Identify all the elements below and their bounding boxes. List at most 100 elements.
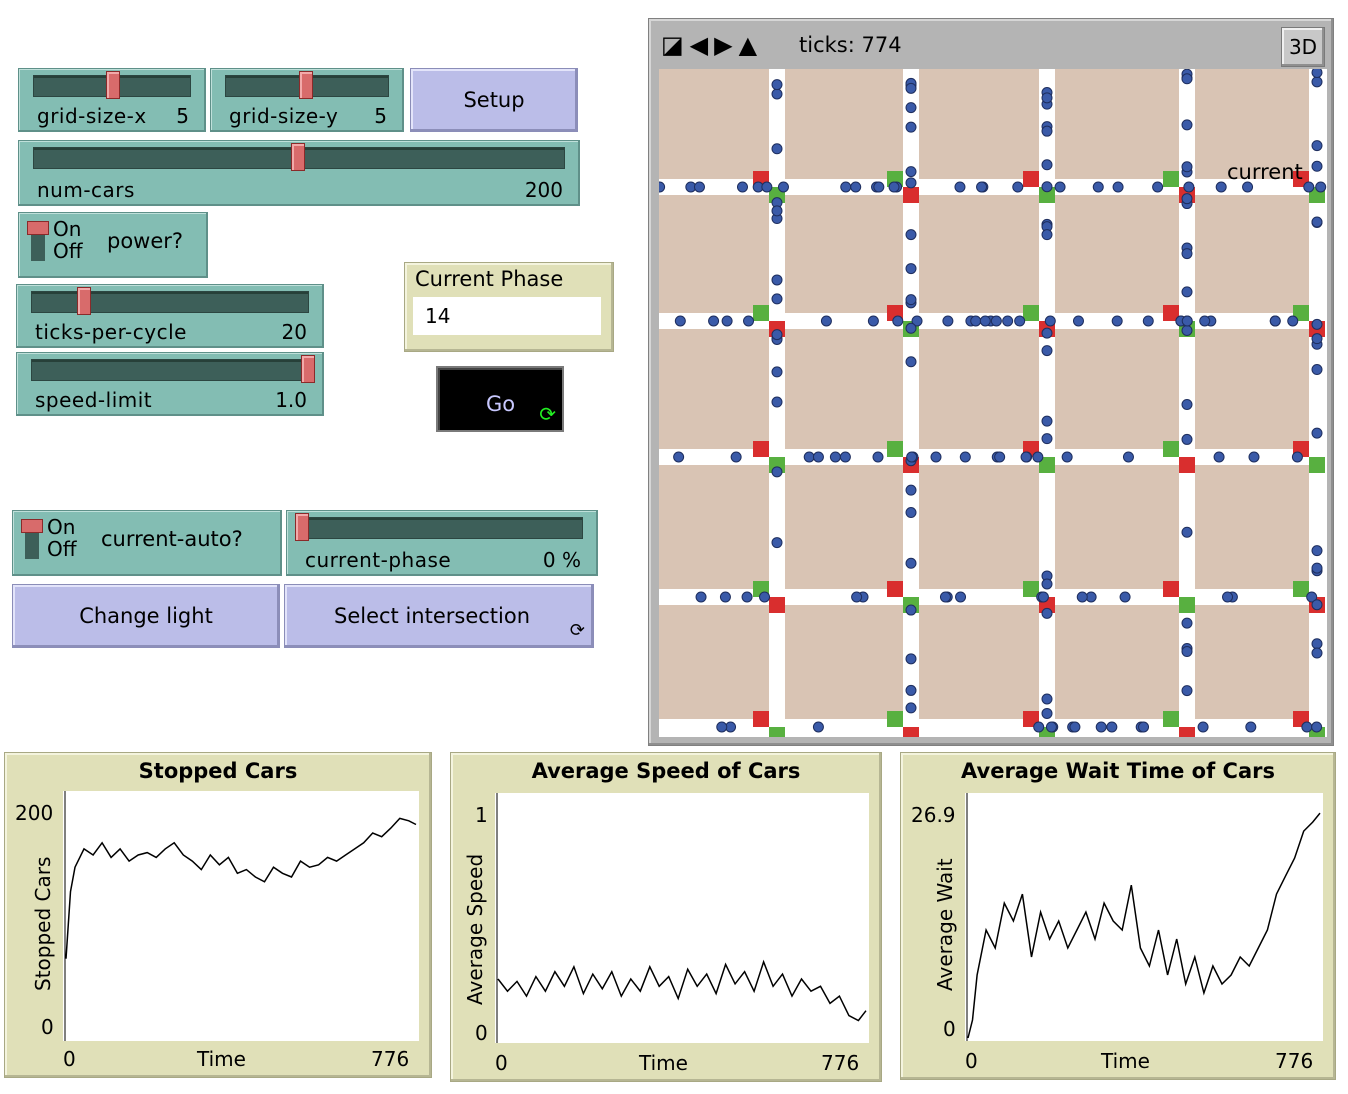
slider-handle[interactable] xyxy=(301,355,315,383)
world-view[interactable]: ◪◀▶▲ ticks: 774 3D current xyxy=(648,18,1334,746)
switch-on-label: On xyxy=(47,515,76,539)
world-grid[interactable]: current xyxy=(659,69,1327,737)
car xyxy=(771,205,783,217)
car xyxy=(1119,591,1131,603)
car xyxy=(1245,721,1257,733)
grid-size-y-slider[interactable]: grid-size-y 5 xyxy=(210,68,404,132)
plot-line xyxy=(496,793,867,1043)
go-button[interactable]: Go ⟳ xyxy=(436,366,564,432)
ticks-per-cycle-slider[interactable]: ticks-per-cycle 20 xyxy=(16,284,324,348)
current-intersection-label: current xyxy=(1227,160,1303,184)
change-light-button[interactable]: Change light xyxy=(12,584,280,648)
car xyxy=(1199,315,1211,327)
car xyxy=(1311,638,1323,650)
y-axis-label: Average Speed xyxy=(463,853,487,1005)
view-3d-label: 3D xyxy=(1288,35,1318,59)
slider-track[interactable] xyxy=(301,517,583,539)
car xyxy=(970,315,982,327)
x-axis-label: Time xyxy=(1101,1049,1150,1073)
car xyxy=(872,451,884,463)
car xyxy=(1311,647,1323,659)
slider-handle[interactable] xyxy=(299,71,313,99)
select-intersection-button[interactable]: Select intersection ⟳ xyxy=(284,584,594,648)
car xyxy=(905,653,917,665)
switch-knob[interactable] xyxy=(27,221,49,235)
car xyxy=(1111,315,1123,327)
switch-knob[interactable] xyxy=(21,519,43,533)
grid-size-x-slider[interactable]: grid-size-x 5 xyxy=(18,68,206,132)
traffic-light xyxy=(753,711,769,727)
slider-handle[interactable] xyxy=(291,143,305,171)
average-wait-plot: Average Wait Time of Cars 26.9 0 0 Time … xyxy=(900,752,1336,1080)
speed-limit-slider[interactable]: speed-limit 1.0 xyxy=(16,352,324,416)
car xyxy=(1311,318,1323,330)
car xyxy=(1041,415,1053,427)
car xyxy=(1287,315,1299,327)
change-light-label: Change light xyxy=(79,604,213,628)
car xyxy=(1181,73,1193,85)
city-block xyxy=(659,195,769,313)
car xyxy=(693,181,705,193)
view-3d-button[interactable]: 3D xyxy=(1281,27,1325,67)
slider-handle[interactable] xyxy=(106,71,120,99)
slider-handle[interactable] xyxy=(77,287,91,315)
y-min-label: 0 xyxy=(41,1015,54,1039)
car xyxy=(1248,451,1260,463)
car xyxy=(1020,451,1032,463)
traffic-light xyxy=(1293,171,1309,187)
car xyxy=(1222,591,1234,603)
traffic-light xyxy=(1163,171,1179,187)
car xyxy=(1181,315,1193,327)
car xyxy=(905,263,917,275)
current-phase-slider[interactable]: current-phase 0 % xyxy=(286,510,598,576)
switch-on-label: On xyxy=(53,217,82,241)
car xyxy=(730,451,742,463)
car xyxy=(905,121,917,133)
car xyxy=(1181,119,1193,131)
car xyxy=(771,88,783,100)
traffic-light xyxy=(903,187,919,203)
traffic-light xyxy=(1039,187,1055,203)
switch-name: power? xyxy=(107,229,184,253)
car xyxy=(1041,693,1053,705)
car xyxy=(1181,286,1193,298)
car xyxy=(905,82,917,94)
plot-title: Average Speed of Cars xyxy=(531,759,801,783)
slider-handle[interactable] xyxy=(295,513,309,541)
traffic-light xyxy=(753,441,769,457)
num-cars-slider[interactable]: num-cars 200 xyxy=(18,140,580,206)
car xyxy=(905,684,917,696)
slider-track[interactable] xyxy=(31,359,309,381)
city-block xyxy=(1055,69,1179,179)
x-max-label: 776 xyxy=(1275,1049,1314,1073)
power-switch[interactable]: On Off power? xyxy=(18,212,208,278)
slider-track[interactable] xyxy=(31,291,309,313)
car xyxy=(840,181,852,193)
slider-label: grid-size-y xyxy=(229,104,339,128)
car xyxy=(867,315,879,327)
car xyxy=(954,181,966,193)
car xyxy=(905,322,917,334)
traffic-light xyxy=(887,581,903,597)
switch-name: current-auto? xyxy=(101,527,243,551)
current-auto-switch[interactable]: On Off current-auto? xyxy=(12,510,282,576)
car xyxy=(892,315,904,327)
car xyxy=(771,466,783,478)
traffic-light xyxy=(1023,305,1039,321)
car xyxy=(829,451,841,463)
car xyxy=(1311,160,1323,172)
car xyxy=(1041,229,1053,241)
traffic-light xyxy=(887,711,903,727)
car xyxy=(1181,433,1193,445)
traffic-light xyxy=(887,441,903,457)
traffic-light xyxy=(1179,597,1195,613)
view-control-icons[interactable]: ◪◀▶▲ xyxy=(661,31,764,59)
car xyxy=(1092,181,1104,193)
car xyxy=(976,181,988,193)
car xyxy=(708,315,720,327)
x-max-label: 776 xyxy=(371,1047,410,1071)
city-block xyxy=(1055,465,1179,589)
x-min-label: 0 xyxy=(495,1051,508,1075)
city-block xyxy=(785,69,903,179)
setup-button[interactable]: Setup xyxy=(410,68,578,132)
